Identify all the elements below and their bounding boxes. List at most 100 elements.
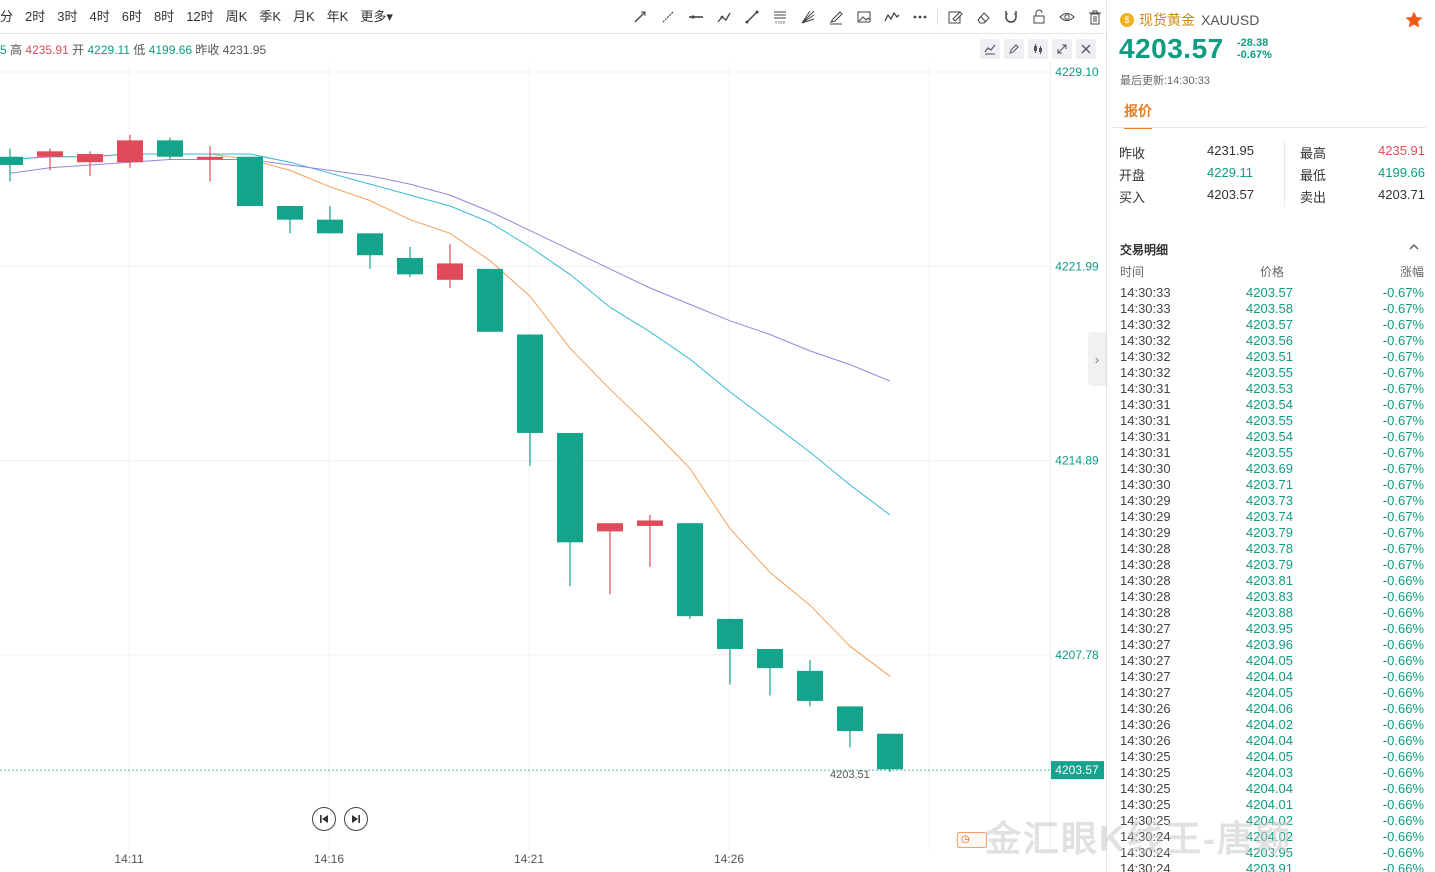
candle-body[interactable] — [0, 156, 23, 165]
trade-time: 14:30:31 — [1120, 381, 1171, 396]
quote-row: 昨收 4231.95 最高 4235.91 — [1119, 141, 1425, 163]
candle-body[interactable] — [557, 432, 583, 543]
period-1[interactable]: 2时 — [25, 9, 46, 24]
period-7[interactable]: 周K — [225, 9, 248, 24]
ray-line-tool-button[interactable] — [654, 6, 682, 28]
period-4[interactable]: 6时 — [121, 9, 142, 24]
trash-tool-button[interactable] — [1081, 6, 1109, 28]
col-price: 价格 — [1260, 265, 1285, 279]
fan-tool-button[interactable] — [794, 6, 822, 28]
magnet-tool-button[interactable] — [997, 6, 1025, 28]
candle-body[interactable] — [37, 151, 63, 157]
candle-body[interactable] — [317, 219, 343, 234]
favorite-star-icon[interactable] — [1404, 10, 1424, 30]
path-tool-button[interactable] — [710, 6, 738, 28]
trades-list[interactable]: 14:30:33 4203.57 -0.67% 14:30:33 4203.58 -0.6… — [1120, 285, 1424, 872]
candle-body[interactable] — [597, 523, 623, 532]
trade-row: 14:30:28 4203.83 -0.66% — [1120, 589, 1424, 605]
candle-body[interactable] — [197, 156, 223, 160]
open-label: 开盘 — [1119, 168, 1146, 183]
candle-body[interactable] — [357, 233, 383, 256]
indicator-settings-button[interactable] — [980, 39, 1000, 59]
trade-time: 14:30:25 — [1120, 797, 1171, 812]
note-icon — [948, 11, 963, 24]
candle-body[interactable] — [157, 140, 183, 157]
trade-time: 14:30:29 — [1120, 493, 1171, 508]
change-value: -28.38 — [1237, 37, 1269, 49]
lock-tool-button[interactable] — [1025, 6, 1053, 28]
trend-line-tool-button[interactable] — [626, 6, 654, 28]
trade-row: 14:30:30 4203.69 -0.67% — [1120, 461, 1424, 477]
period-2[interactable]: 3时 — [57, 9, 78, 24]
segment-tool-button[interactable] — [738, 6, 766, 28]
last-price-label: 4203.57 — [1055, 763, 1099, 777]
image-tool-button[interactable] — [850, 6, 878, 28]
column-divider — [1284, 141, 1285, 207]
trade-row: 14:30:27 4204.05 -0.66% — [1120, 653, 1424, 669]
wave-tool-button[interactable] — [878, 6, 906, 28]
candle-body[interactable] — [397, 257, 423, 275]
fibonacci-tool-button[interactable]: 0.618 — [766, 6, 794, 28]
more-dots-tool-button[interactable] — [906, 6, 934, 28]
quote-row: 开盘 4229.11 最低 4199.66 — [1119, 163, 1425, 185]
expand-icon — [1057, 44, 1067, 54]
period-9[interactable]: 月K — [293, 9, 315, 24]
trade-change: -0.67% — [1382, 429, 1424, 444]
trade-row: 14:30:31 4203.53 -0.67% — [1120, 381, 1424, 397]
trade-price: 4203.79 — [1246, 557, 1293, 572]
trade-time: 14:30:28 — [1120, 573, 1171, 588]
trade-row: 14:30:31 4203.54 -0.67% — [1120, 397, 1424, 413]
high-label: 最高 — [1300, 146, 1327, 161]
bid-label: 买入 — [1119, 190, 1146, 205]
candle-body[interactable] — [717, 618, 743, 649]
trade-row: 14:30:25 4204.01 -0.66% — [1120, 797, 1424, 813]
candle-body[interactable] — [437, 263, 463, 280]
eye-tool-button[interactable] — [1053, 6, 1081, 28]
horizontal-line-tool-button[interactable] — [682, 6, 710, 28]
candle-body[interactable] — [877, 733, 903, 770]
jump-start-button[interactable] — [312, 807, 336, 831]
trade-row: 14:30:25 4204.02 -0.66% — [1120, 813, 1424, 829]
trade-change: -0.67% — [1382, 541, 1424, 556]
candle-body[interactable] — [757, 648, 783, 669]
chevron-up-icon[interactable] — [1407, 240, 1421, 254]
note-tool-button[interactable] — [941, 6, 969, 28]
candle-body[interactable] — [277, 205, 303, 220]
draw-button[interactable] — [1004, 39, 1024, 59]
tab-quote[interactable]: 报价 — [1124, 101, 1152, 129]
candle-body[interactable] — [677, 523, 703, 617]
period-10[interactable]: 年K — [326, 9, 349, 24]
candle-body[interactable] — [77, 154, 103, 163]
trade-row: 14:30:26 4204.02 -0.66% — [1120, 717, 1424, 733]
brush-tool-button[interactable] — [822, 6, 850, 28]
trade-row: 14:30:33 4203.58 -0.67% — [1120, 301, 1424, 317]
period-0[interactable]: 分 — [0, 9, 14, 24]
eraser-tool-button[interactable] — [969, 6, 997, 28]
period-8[interactable]: 季K — [259, 9, 281, 24]
period-3[interactable]: 4时 — [89, 9, 110, 24]
candle-body[interactable] — [517, 334, 543, 433]
close-panel-button[interactable] — [1076, 39, 1096, 59]
trade-time: 14:30:26 — [1120, 717, 1171, 732]
trade-change: -0.66% — [1382, 845, 1424, 860]
period-5[interactable]: 8时 — [153, 9, 175, 24]
candle-body[interactable] — [837, 706, 863, 732]
trade-price: 4204.01 — [1246, 797, 1293, 812]
period-6[interactable]: 12时 — [186, 9, 214, 24]
trade-price: 4204.03 — [1246, 765, 1293, 780]
chart-panel-controls — [976, 39, 1096, 59]
trade-price: 4203.71 — [1246, 477, 1293, 492]
candle-body[interactable] — [117, 140, 143, 163]
wave-icon — [884, 11, 900, 22]
expand-button[interactable] — [1052, 39, 1072, 59]
candle-body[interactable] — [477, 268, 503, 332]
trade-change: -0.66% — [1382, 829, 1424, 844]
candle-body[interactable] — [237, 156, 263, 206]
period-11[interactable]: 更多▾ — [360, 9, 393, 24]
collapse-side-panel-button[interactable]: › — [1088, 332, 1106, 386]
candle-type-button[interactable] — [1028, 39, 1048, 59]
candlestick-chart[interactable]: 4229.10 4221.99 4214.89 4207.78 14:11 14:16 14… — [0, 0, 1105, 872]
candle-body[interactable] — [797, 670, 823, 701]
candle-body[interactable] — [637, 520, 663, 526]
jump-end-button[interactable] — [344, 807, 368, 831]
